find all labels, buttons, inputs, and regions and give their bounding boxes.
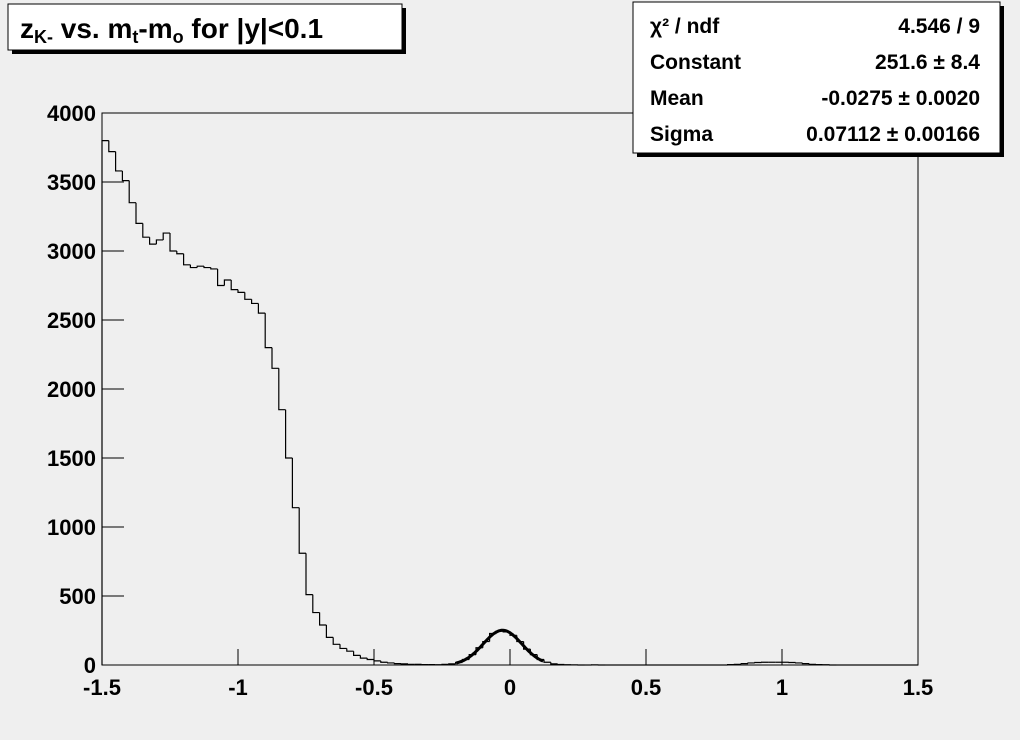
x-tick-label: -1 xyxy=(228,675,248,700)
histogram-bin xyxy=(121,170,130,182)
stats-label: Mean xyxy=(650,87,704,110)
title-part: vs. m xyxy=(53,13,132,44)
histogram-bin xyxy=(271,347,279,369)
histogram-bin xyxy=(189,264,198,269)
stats-value: 251.6 ± 8.4 xyxy=(875,51,980,74)
y-tick-label: 3000 xyxy=(47,239,96,264)
histogram-bin xyxy=(339,644,347,650)
y-tick-label: 0 xyxy=(84,653,96,678)
histogram-bin xyxy=(740,663,748,665)
histogram-bin xyxy=(801,662,810,665)
histogram-bin xyxy=(543,659,551,663)
histogram-bin xyxy=(747,662,755,664)
fit-curve xyxy=(455,628,544,665)
stats-label: χ² / ndf xyxy=(650,15,720,38)
histogram-bin xyxy=(353,651,361,656)
stats-value: 4.546 / 9 xyxy=(898,15,980,38)
histogram-bin xyxy=(210,267,218,270)
y-tick-label: 500 xyxy=(59,584,96,609)
histogram-bin xyxy=(373,659,381,662)
histogram-bin xyxy=(183,253,191,266)
y-tick-label: 2500 xyxy=(47,308,96,333)
histogram-bin xyxy=(393,662,402,665)
histogram-bin xyxy=(285,409,293,459)
histogram-bin xyxy=(278,368,286,411)
histogram-bin xyxy=(359,655,368,659)
histogram-bin xyxy=(332,637,340,645)
x-tick-label: 1 xyxy=(776,675,788,700)
histogram-bin xyxy=(305,553,313,596)
x-tick-label: 0 xyxy=(504,675,516,700)
histogram-bin xyxy=(291,458,300,509)
histogram-bin xyxy=(108,140,116,153)
histogram-bin xyxy=(176,251,184,255)
title-part: z xyxy=(20,13,34,44)
x-tick-label: -0.5 xyxy=(355,675,393,700)
stats-value: -0.0275 ± 0.0020 xyxy=(821,87,980,110)
stats-box xyxy=(632,1,1001,154)
y-tick-label: 1500 xyxy=(47,446,96,471)
title-part: o xyxy=(173,27,184,47)
histogram-bin xyxy=(101,140,109,665)
histogram-bin xyxy=(115,151,123,172)
stats-value: 0.07112 ± 0.00166 xyxy=(806,123,980,146)
x-tick-label: 1.5 xyxy=(903,675,934,700)
histogram-bin xyxy=(135,202,143,224)
histogram-bin xyxy=(230,279,238,291)
histogram-bin xyxy=(312,594,320,614)
histogram-bin xyxy=(203,266,211,269)
histogram-bin xyxy=(387,662,395,664)
y-tick-label: 3500 xyxy=(47,170,96,195)
histogram-bin xyxy=(155,239,164,245)
frame xyxy=(101,112,919,666)
histogram-bin xyxy=(550,662,558,665)
histogram-bin xyxy=(298,507,306,554)
chart-title: zK- vs. mt-mo for |y|<0.1 xyxy=(20,13,323,47)
title-box xyxy=(7,3,403,51)
title-part: t xyxy=(132,27,138,47)
histogram-bin xyxy=(217,268,225,287)
histogram-bin xyxy=(264,313,272,349)
y-tick-label: 2000 xyxy=(47,377,96,402)
stats-label: Sigma xyxy=(650,123,713,146)
histogram-bin xyxy=(380,660,388,663)
histogram-bin xyxy=(325,624,334,638)
title-part: K- xyxy=(34,27,53,47)
histogram-bin xyxy=(319,612,327,626)
title-part: -m xyxy=(138,13,172,44)
histogram-bin xyxy=(149,237,157,245)
histogram-bin xyxy=(244,292,252,300)
histogram-bin xyxy=(257,303,266,314)
histogram-bin xyxy=(346,648,354,652)
histogram-bin xyxy=(237,289,245,293)
histogram-bin xyxy=(223,279,232,286)
histogram-bin xyxy=(366,658,374,661)
histogram-bin xyxy=(169,233,177,252)
histogram-bin xyxy=(251,299,259,305)
histogram-bin xyxy=(557,663,565,666)
histogram-bin xyxy=(196,265,204,268)
histogram-bin xyxy=(128,180,136,204)
y-tick-label: 4000 xyxy=(47,101,96,126)
title-part: for |y|<0.1 xyxy=(184,13,323,44)
y-tick-label: 1000 xyxy=(47,515,96,540)
x-tick-label: -1.5 xyxy=(83,675,121,700)
x-tick-label: 0.5 xyxy=(631,675,662,700)
histogram-bin xyxy=(162,232,170,240)
histogram-bin xyxy=(142,223,150,238)
stats-label: Constant xyxy=(650,51,741,74)
histogram-bin xyxy=(808,663,816,665)
